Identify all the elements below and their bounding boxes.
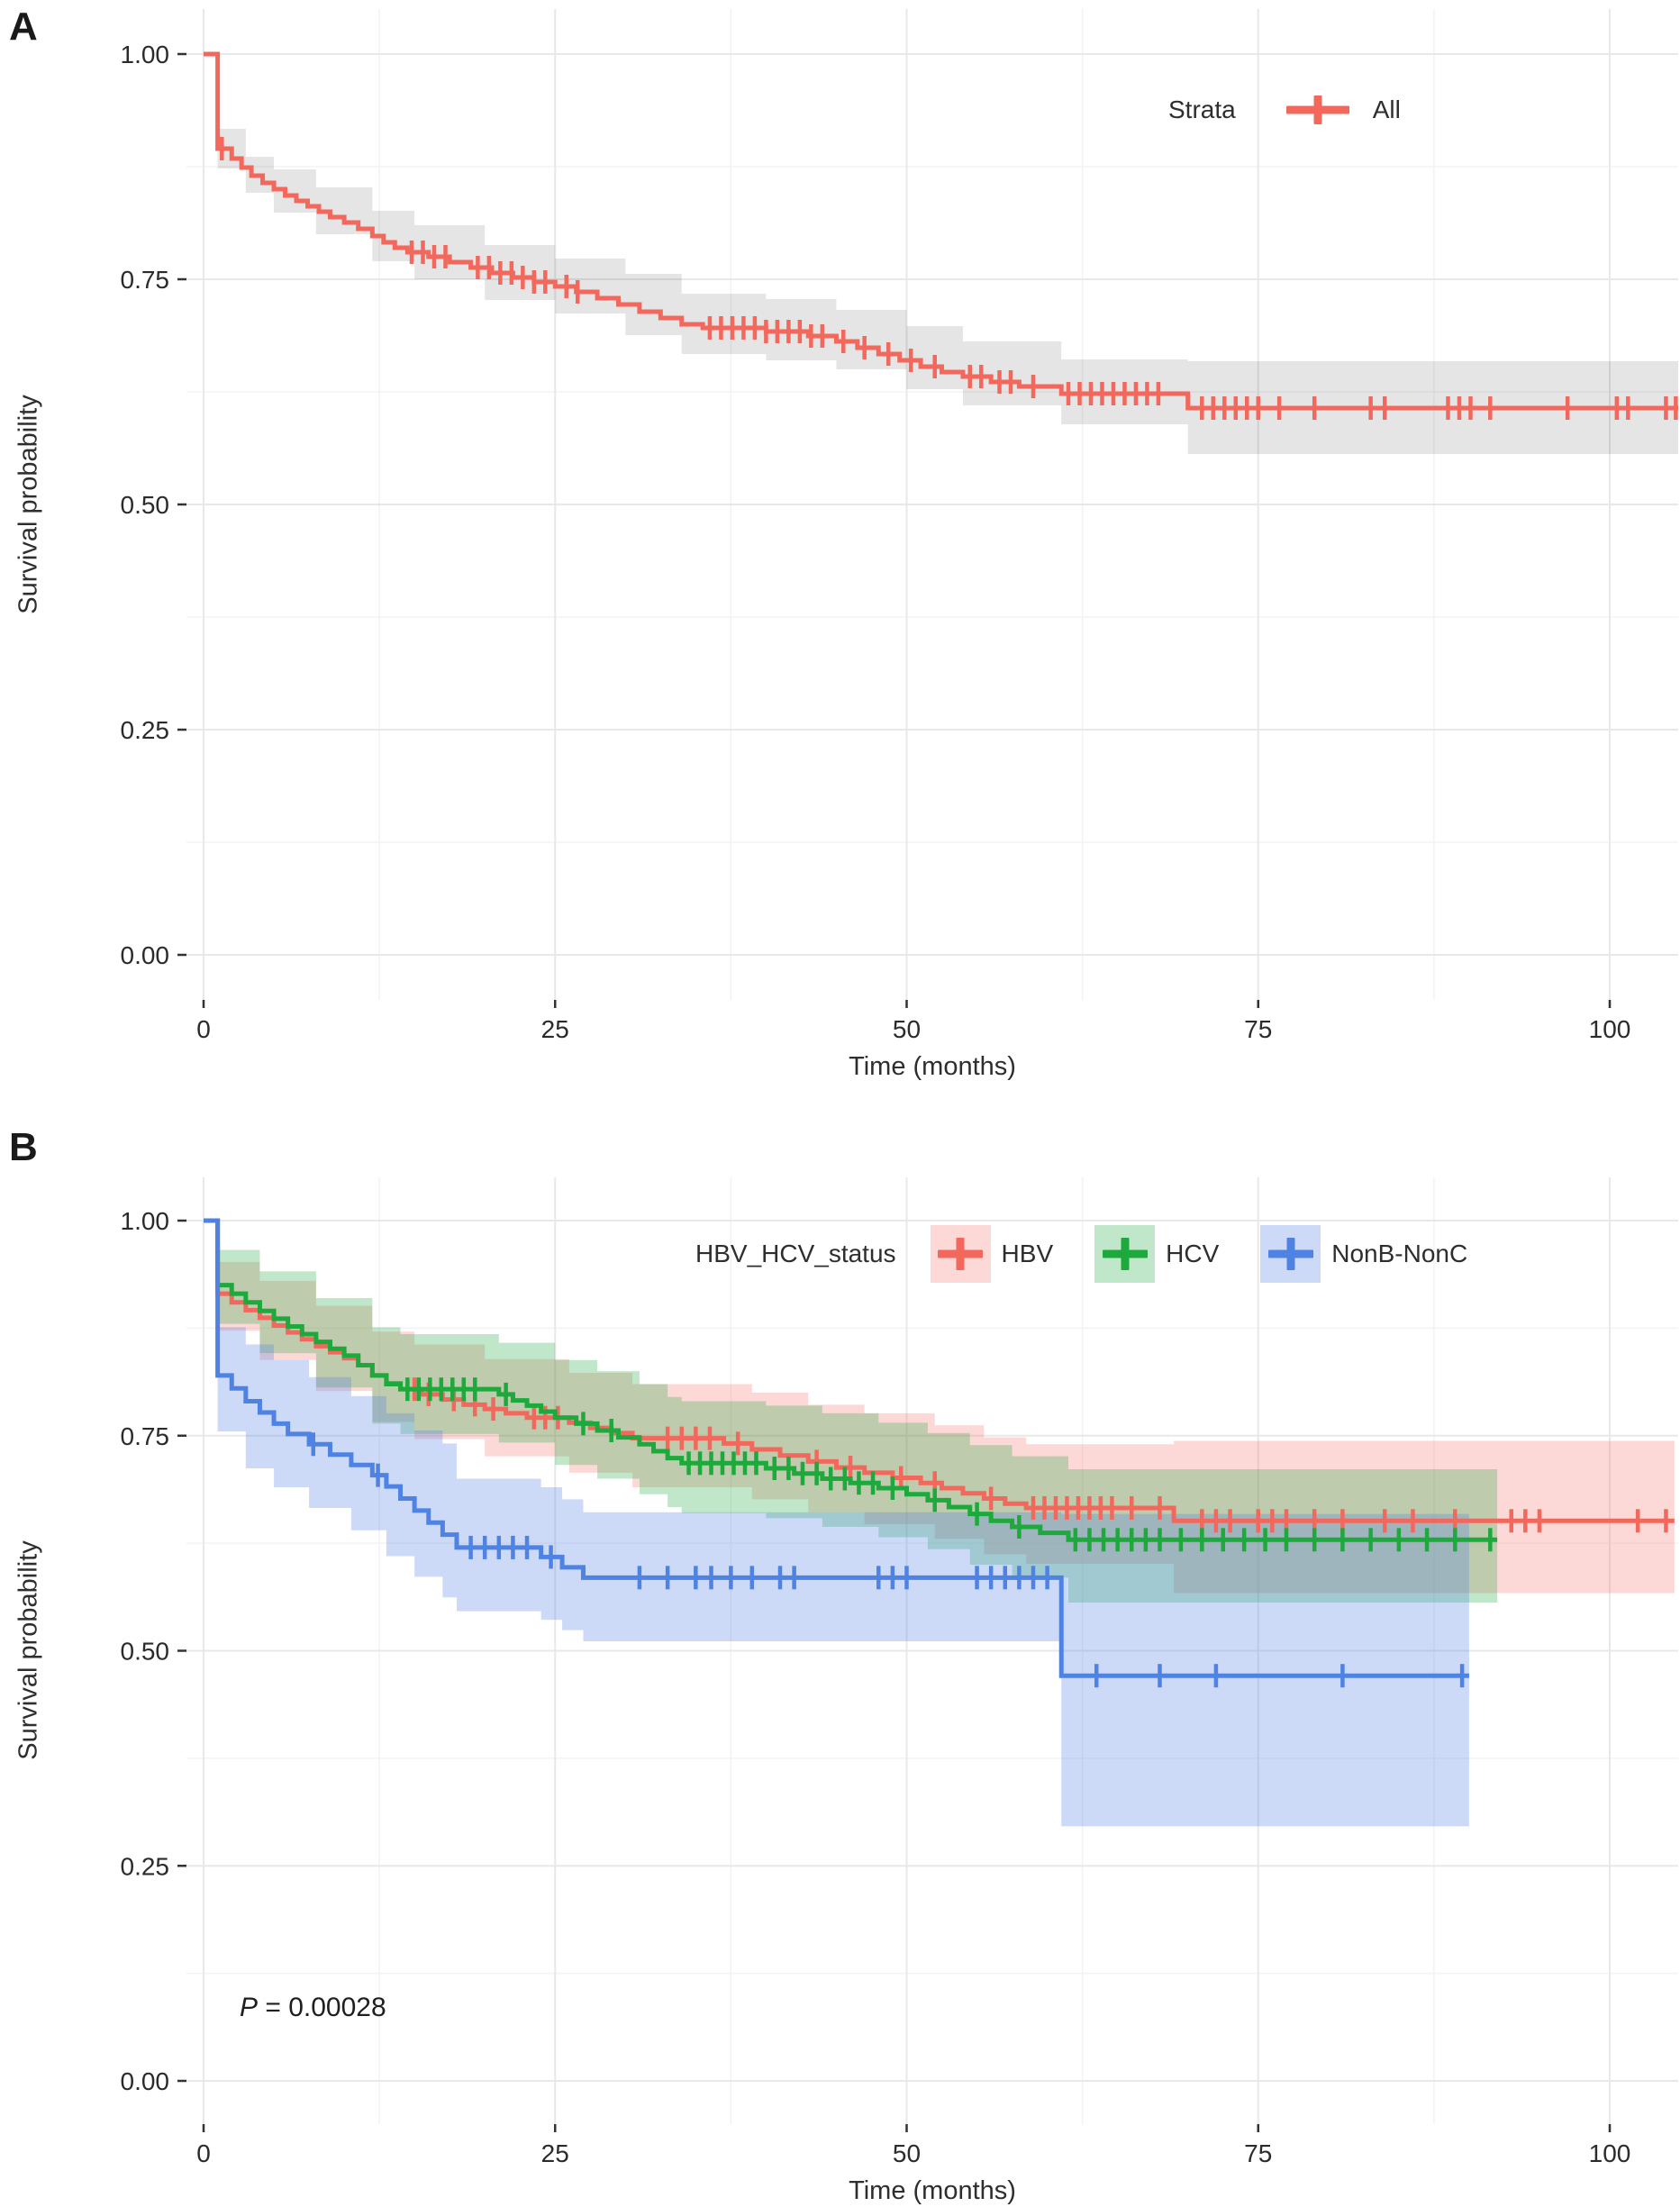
panel-B-x-tick-label: 50 [893, 2139, 921, 2167]
panel-A-axes: 1.00 0.75 0.50 0.25 0.00 0 25 50 75 100 [121, 41, 1631, 1043]
panel-a-y-axis-title: Survival probability [14, 395, 43, 614]
panel-A-x-tick-label: 25 [541, 1015, 569, 1043]
p-value-annotation: P = 0.00028 [240, 1993, 386, 2023]
panel-b-legend-title: HBV_HCV_status [695, 1240, 896, 1267]
legend-key-all-icon [1285, 94, 1349, 126]
panel-B-y-tick-label: 0.00 [121, 2067, 170, 2095]
panel-B-x-tick-label: 75 [1244, 2139, 1272, 2167]
panel-a-x-axis-title: Time (months) [849, 1052, 1016, 1081]
censor-marks-hcv [405, 1377, 1493, 1552]
panel-B-gridlines [186, 1177, 1678, 2124]
censor-marks-all [220, 137, 1678, 420]
panel-A-x-tick-label: 75 [1244, 1015, 1272, 1043]
panel-b-legend: HBV_HCV_status HBV HCV NonB-NonC [695, 1225, 1467, 1283]
panel-B-y-tick-label: 0.25 [121, 1852, 170, 1880]
p-value-symbol: P [240, 1993, 259, 2022]
panel-B-plot-area [204, 1218, 1675, 1827]
panel-b-legend-label-nonb-nonc: NonB-NonC [1331, 1240, 1468, 1267]
panel-a-letter: A [9, 5, 38, 49]
panel-A-x-tick-label: 0 [196, 1015, 211, 1043]
panel-A-gridlines [186, 9, 1678, 1000]
panel-a-legend-title: Strata [1168, 95, 1236, 123]
panel-B: 1.00 0.75 0.50 0.25 0.00 0 25 50 75 100 [121, 1177, 1678, 2167]
confidence-band-all [217, 129, 1678, 454]
censor-marks-nonb-nonc [311, 1432, 1465, 1688]
panel-B-x-tick-label: 25 [541, 2139, 569, 2167]
panel-B-y-tick-label: 0.50 [121, 1638, 170, 1666]
panel-a-legend: Strata All [1168, 92, 1401, 128]
panel-A-y-tick-label: 0.50 [121, 491, 170, 519]
panel-B-x-tick-label: 100 [1589, 2139, 1631, 2167]
panel-b-letter: B [9, 1125, 38, 1169]
panel-b-x-axis-title: Time (months) [849, 2176, 1016, 2205]
panel-A-y-tick-label: 0.75 [121, 266, 170, 294]
p-value-text: = 0.00028 [258, 1993, 386, 2022]
confidence-band-hbv [217, 1261, 1675, 1594]
legend-key-nonb-nonc-icon [1260, 1225, 1321, 1283]
legend-key-hcv-icon [1094, 1225, 1156, 1283]
survival-curve-hbv [204, 1218, 1675, 1523]
panel-A-x-tick-label: 50 [893, 1015, 921, 1043]
panel-a-legend-label-all: All [1372, 95, 1401, 123]
panel-B-x-tick-label: 0 [196, 2139, 211, 2167]
panel-A-y-tick-label: 0.00 [121, 941, 170, 969]
panel-b-y-axis-title: Survival probability [14, 1540, 43, 1760]
panel-B-axes: 1.00 0.75 0.50 0.25 0.00 0 25 50 75 100 [121, 1207, 1631, 2167]
panel-A-plot-area [204, 51, 1678, 454]
panel-B-y-tick-label: 1.00 [121, 1207, 170, 1235]
panel-A-y-tick-label: 1.00 [121, 41, 170, 68]
panel-A: 1.00 0.75 0.50 0.25 0.00 0 25 50 75 100 [121, 9, 1678, 1043]
panel-A-x-tick-label: 100 [1589, 1015, 1631, 1043]
confidence-band-hcv [217, 1249, 1498, 1603]
panel-A-y-tick-label: 0.25 [121, 716, 170, 744]
survival-curve-hcv [204, 1218, 1498, 1542]
panel-B-y-tick-label: 0.75 [121, 1422, 170, 1450]
legend-key-hbv-icon [930, 1225, 991, 1283]
panel-b-legend-label-hbv: HBV [1001, 1240, 1054, 1267]
panel-b-legend-label-hcv: HCV [1166, 1240, 1220, 1267]
